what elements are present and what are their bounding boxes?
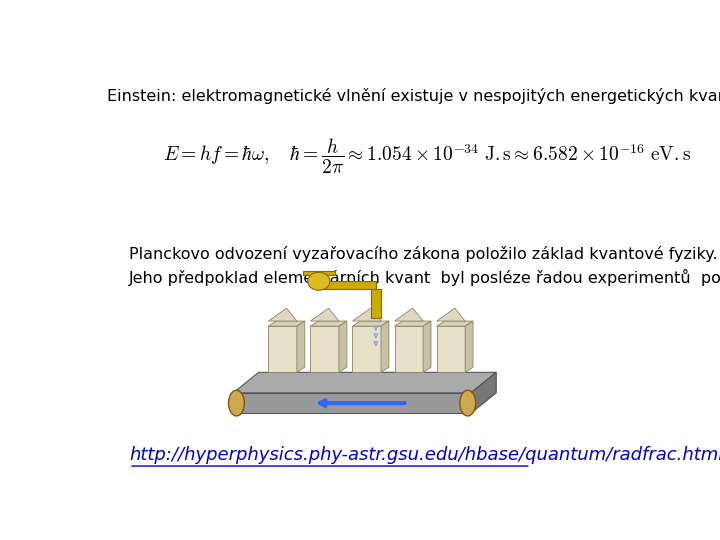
Text: http://hyperphysics.phy-astr.gsu.edu/hbase/quantum/radfrac.html: http://hyperphysics.phy-astr.gsu.edu/hba…	[129, 446, 720, 464]
Polygon shape	[374, 326, 378, 331]
Polygon shape	[269, 308, 297, 321]
Polygon shape	[381, 321, 389, 373]
Polygon shape	[353, 326, 381, 373]
Polygon shape	[465, 321, 473, 373]
Polygon shape	[395, 308, 423, 321]
Polygon shape	[303, 271, 335, 275]
Ellipse shape	[460, 390, 476, 416]
Polygon shape	[371, 289, 381, 319]
Polygon shape	[353, 321, 389, 326]
Polygon shape	[310, 321, 347, 326]
Polygon shape	[436, 308, 465, 321]
Polygon shape	[374, 334, 378, 339]
Ellipse shape	[228, 390, 244, 416]
Polygon shape	[395, 326, 423, 373]
Polygon shape	[315, 272, 322, 288]
Polygon shape	[339, 321, 347, 373]
Polygon shape	[233, 373, 496, 393]
Polygon shape	[233, 393, 471, 414]
Polygon shape	[297, 321, 305, 373]
Polygon shape	[374, 342, 378, 346]
Polygon shape	[310, 326, 339, 373]
Polygon shape	[471, 373, 496, 414]
Text: Planckovo odvození vyzařovacího zákona položilo základ kvantové fyziky.
Jeho pře: Planckovo odvození vyzařovacího zákona p…	[129, 246, 720, 286]
Polygon shape	[436, 326, 465, 373]
Text: Einstein: elektromagnetické vlnění existuje v nespojitých energetických kvantech: Einstein: elektromagnetické vlnění exist…	[107, 87, 720, 104]
Polygon shape	[310, 308, 339, 321]
Polygon shape	[269, 326, 297, 373]
Polygon shape	[436, 321, 473, 326]
Polygon shape	[395, 321, 431, 326]
Text: $E = hf = \hbar\omega,$$\quad \hbar = \dfrac{h}{2\pi}\approx 1.054\times10^{-34}: $E = hf = \hbar\omega,$$\quad \hbar = \d…	[163, 137, 690, 176]
Polygon shape	[353, 308, 381, 321]
Polygon shape	[269, 321, 305, 326]
Circle shape	[307, 272, 330, 290]
Polygon shape	[322, 281, 376, 289]
Polygon shape	[423, 321, 431, 373]
